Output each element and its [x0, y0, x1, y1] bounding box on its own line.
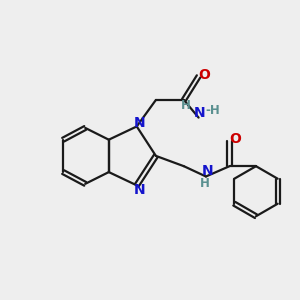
- Text: O: O: [199, 68, 210, 82]
- Text: N: N: [194, 106, 205, 120]
- Text: -H: -H: [205, 104, 220, 117]
- Text: N: N: [134, 183, 146, 197]
- Text: H: H: [181, 99, 191, 112]
- Text: H: H: [200, 177, 209, 190]
- Text: O: O: [230, 132, 241, 146]
- Text: N: N: [202, 164, 213, 178]
- Text: N: N: [134, 116, 146, 130]
